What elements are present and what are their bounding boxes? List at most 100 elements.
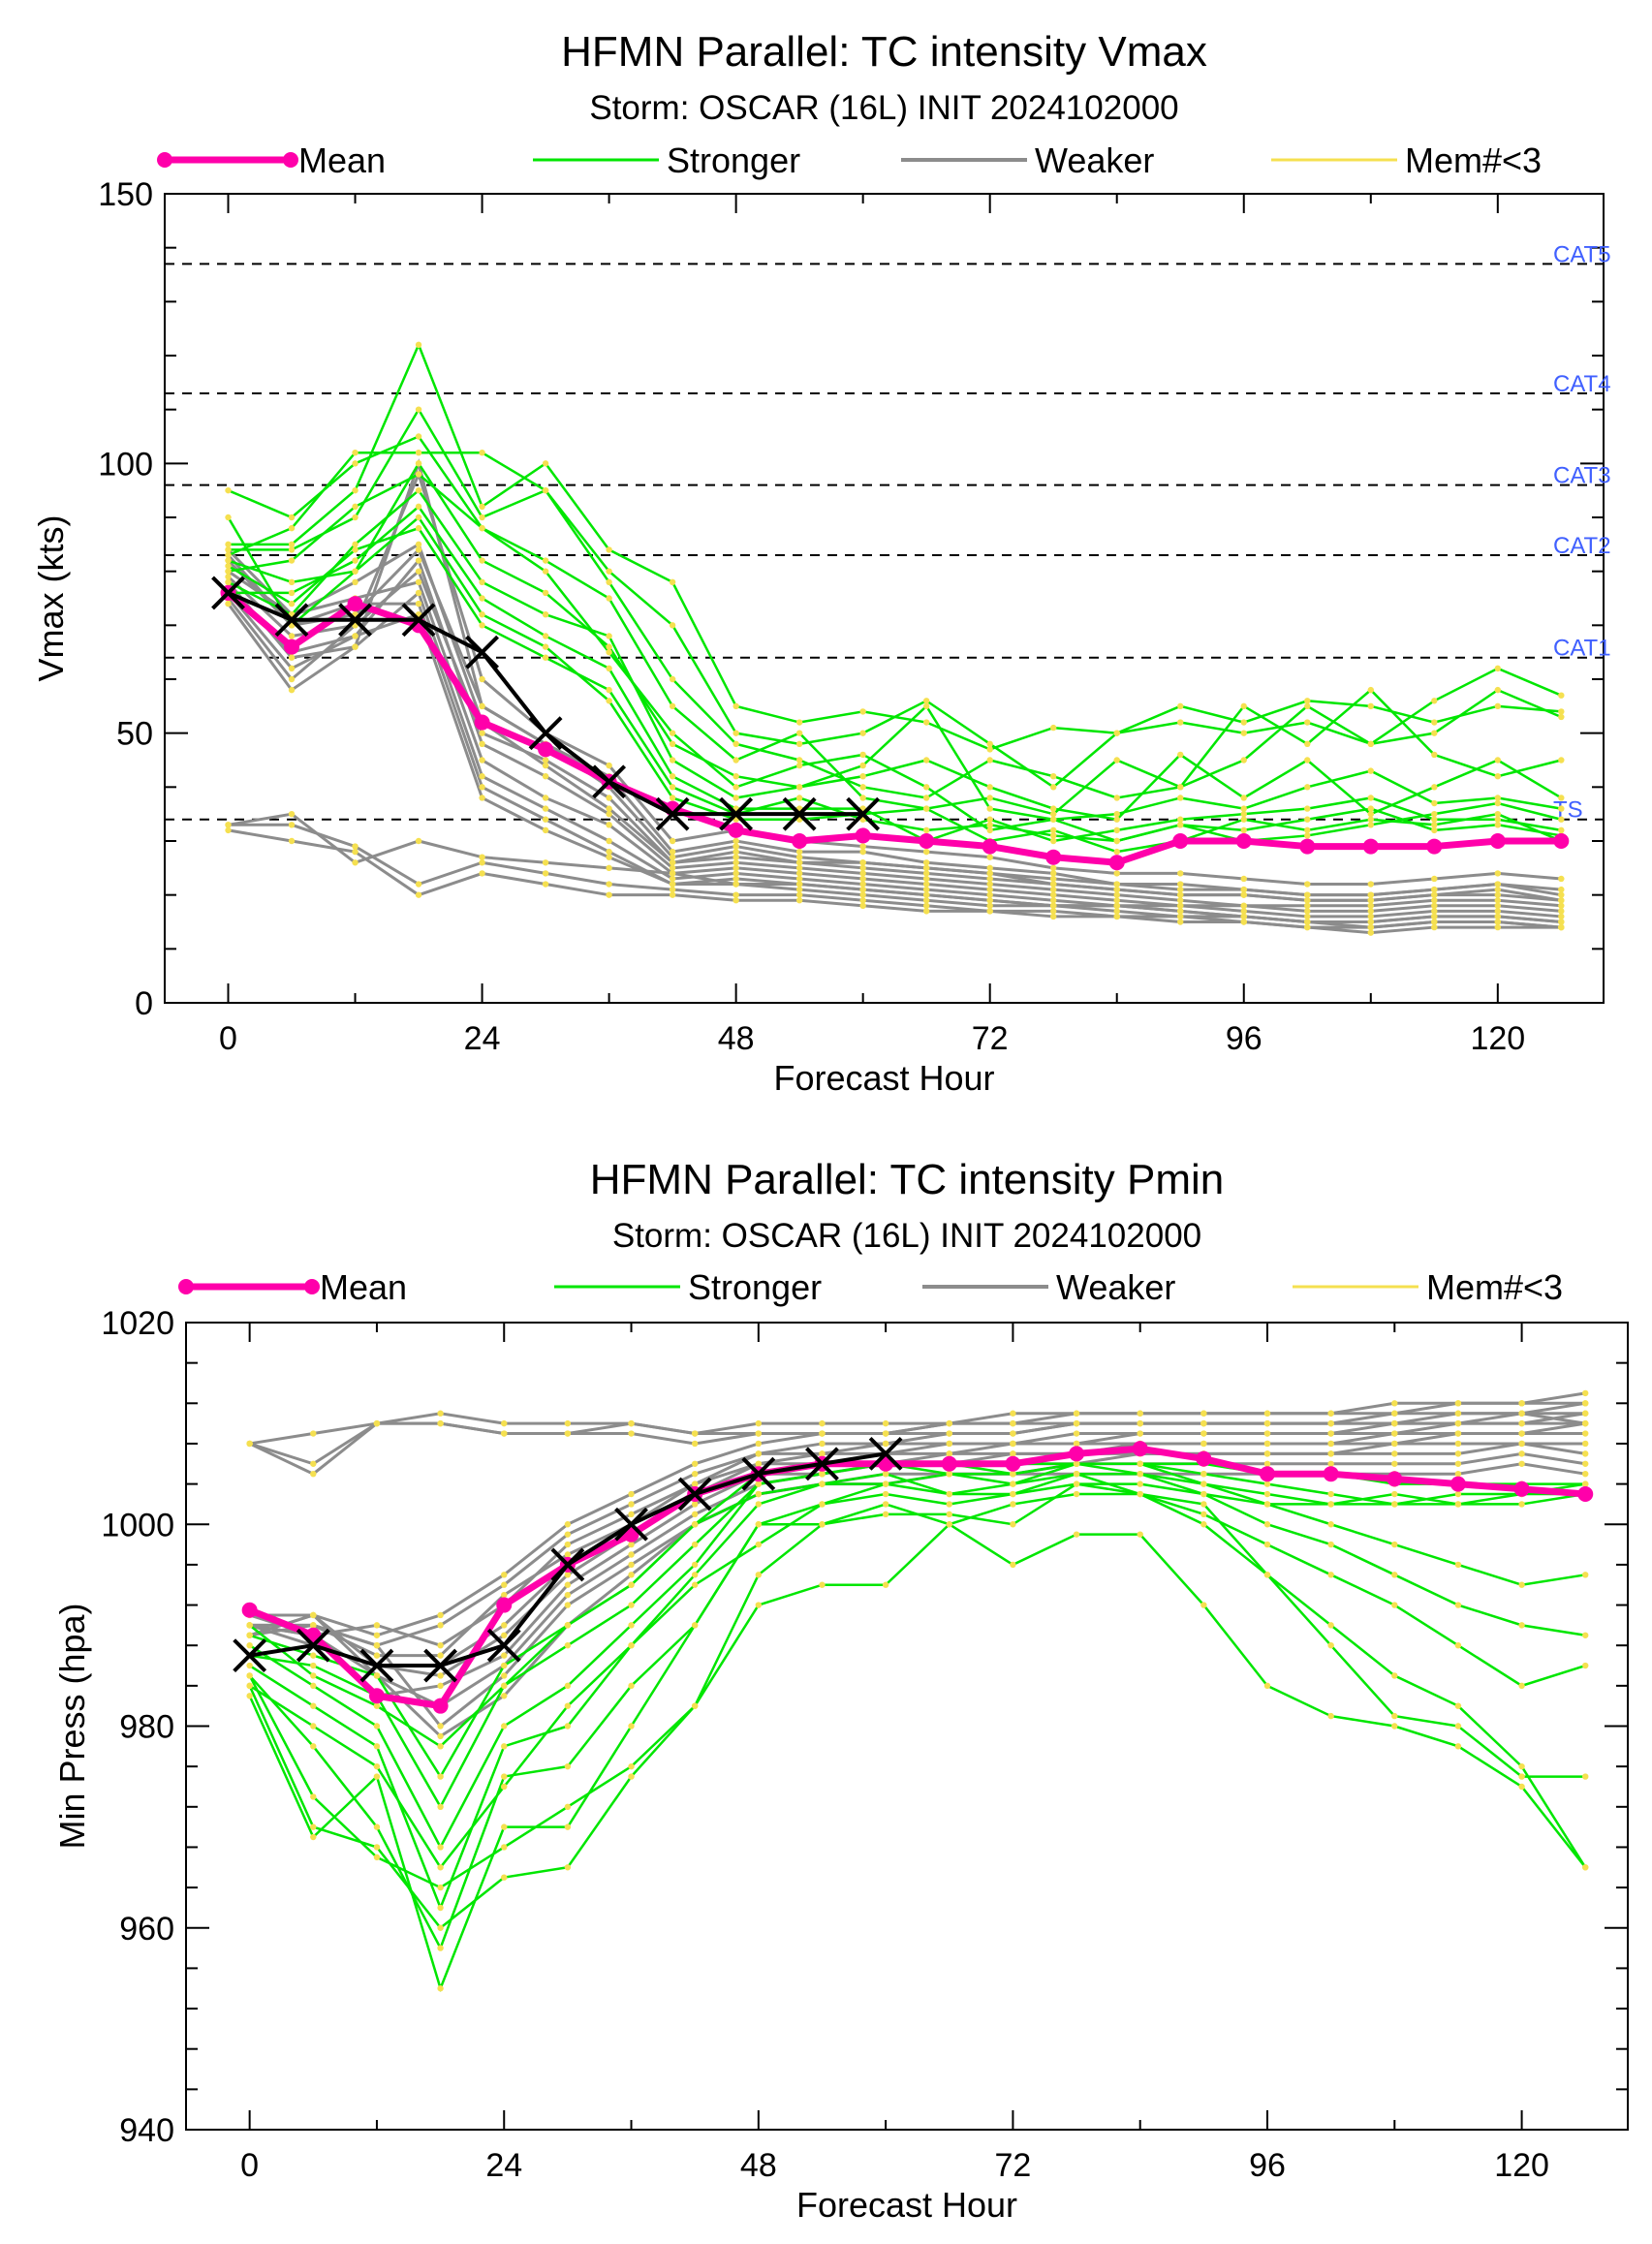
mean-point bbox=[347, 596, 363, 612]
member-point bbox=[732, 881, 739, 888]
member-point bbox=[986, 784, 993, 791]
member-point bbox=[1240, 702, 1247, 710]
member-point bbox=[437, 1419, 444, 1427]
member-point bbox=[1494, 702, 1502, 710]
member-point bbox=[542, 757, 549, 764]
legend-entry-mean: Mean bbox=[298, 140, 386, 180]
member-point bbox=[1518, 1430, 1525, 1437]
member-point bbox=[479, 730, 485, 736]
member-point bbox=[288, 822, 296, 828]
member-point bbox=[1367, 740, 1374, 747]
member-point bbox=[606, 665, 612, 672]
member-point bbox=[1327, 1521, 1334, 1528]
x-tick-label: 24 bbox=[464, 1020, 501, 1057]
member-point bbox=[1494, 919, 1502, 925]
member-point bbox=[882, 1511, 889, 1518]
best-track-marker bbox=[614, 1507, 648, 1542]
member-point bbox=[225, 557, 232, 564]
member-point bbox=[415, 450, 422, 456]
member-point bbox=[1454, 1602, 1462, 1608]
member-point bbox=[1582, 1572, 1589, 1578]
member-point bbox=[1431, 816, 1438, 823]
best-track-marker bbox=[211, 576, 245, 610]
member-point bbox=[288, 514, 296, 521]
member-point bbox=[564, 1602, 572, 1608]
member-line-weaker bbox=[249, 1401, 1586, 1647]
member-point bbox=[1200, 1430, 1207, 1437]
best-track-marker bbox=[423, 1648, 458, 1683]
member-point bbox=[732, 784, 739, 791]
mean-point bbox=[1323, 1466, 1339, 1482]
member-point bbox=[795, 757, 803, 764]
member-point bbox=[542, 816, 549, 823]
member-point bbox=[1518, 1762, 1525, 1770]
member-point bbox=[479, 740, 485, 747]
member-point bbox=[795, 762, 803, 769]
y-axis-label: Min Press (hpa) bbox=[52, 1603, 92, 1849]
member-point bbox=[859, 891, 866, 898]
member-point bbox=[501, 1672, 508, 1679]
member-point bbox=[1240, 816, 1247, 823]
member-point bbox=[1010, 1430, 1016, 1437]
member-point bbox=[501, 1693, 508, 1699]
mean-point bbox=[1196, 1450, 1212, 1467]
member-point bbox=[1240, 826, 1247, 834]
member-point bbox=[986, 816, 993, 823]
member-point bbox=[415, 589, 422, 597]
y-tick-label: 0 bbox=[135, 985, 153, 1022]
member-point bbox=[1304, 816, 1311, 823]
member-point bbox=[1010, 1450, 1016, 1457]
member-point bbox=[669, 886, 676, 893]
member-line-stronger bbox=[227, 526, 1562, 843]
member-point bbox=[986, 875, 993, 883]
chart-subtitle: Storm: OSCAR (16L) INIT 2024102000 bbox=[589, 89, 1178, 127]
member-point bbox=[859, 708, 866, 715]
member-point bbox=[1367, 822, 1374, 828]
member-point bbox=[1177, 908, 1184, 915]
member-point bbox=[1558, 897, 1565, 904]
member-point bbox=[1494, 897, 1502, 904]
member-point bbox=[669, 837, 676, 845]
member-point bbox=[1137, 1480, 1143, 1487]
member-point bbox=[1431, 886, 1438, 893]
member-point bbox=[225, 600, 232, 608]
mean-point bbox=[919, 833, 935, 849]
member-point bbox=[882, 1440, 889, 1448]
member-point bbox=[628, 1551, 635, 1558]
member-point bbox=[373, 1723, 381, 1730]
member-point bbox=[669, 875, 676, 883]
member-point bbox=[564, 1551, 572, 1558]
member-point bbox=[882, 1490, 889, 1498]
mean-point bbox=[1387, 1471, 1403, 1487]
member-point bbox=[819, 1501, 826, 1508]
member-point bbox=[501, 1823, 508, 1830]
member-point bbox=[1367, 816, 1374, 823]
member-point bbox=[564, 1702, 572, 1709]
member-point bbox=[564, 1572, 572, 1578]
member-point bbox=[225, 826, 232, 834]
member-point bbox=[1263, 1490, 1271, 1498]
member-point bbox=[415, 837, 422, 845]
member-point bbox=[1391, 1440, 1398, 1448]
legend-entry-stronger: Stronger bbox=[688, 1267, 822, 1307]
best-track-marker bbox=[465, 635, 499, 670]
member-point bbox=[542, 762, 549, 769]
legend-marker-mean bbox=[157, 152, 172, 168]
member-point bbox=[922, 719, 930, 726]
member-point bbox=[669, 848, 676, 856]
member-line-stronger bbox=[228, 460, 1562, 822]
member-point bbox=[606, 648, 612, 656]
member-point bbox=[1582, 1632, 1589, 1638]
member-point bbox=[1431, 799, 1438, 807]
member-line-stronger bbox=[248, 1492, 1587, 1993]
best-track-marker bbox=[677, 1477, 712, 1512]
member-line-weaker bbox=[228, 823, 1562, 929]
member-point bbox=[1367, 686, 1374, 694]
y-tick-label: 1020 bbox=[101, 1305, 174, 1342]
member-point bbox=[415, 524, 422, 532]
member-point bbox=[946, 1419, 952, 1427]
member-point bbox=[1391, 1602, 1398, 1608]
member-point bbox=[819, 1440, 826, 1448]
member-line-weaker bbox=[249, 1401, 1586, 1476]
member-line-weaker bbox=[227, 557, 1562, 908]
